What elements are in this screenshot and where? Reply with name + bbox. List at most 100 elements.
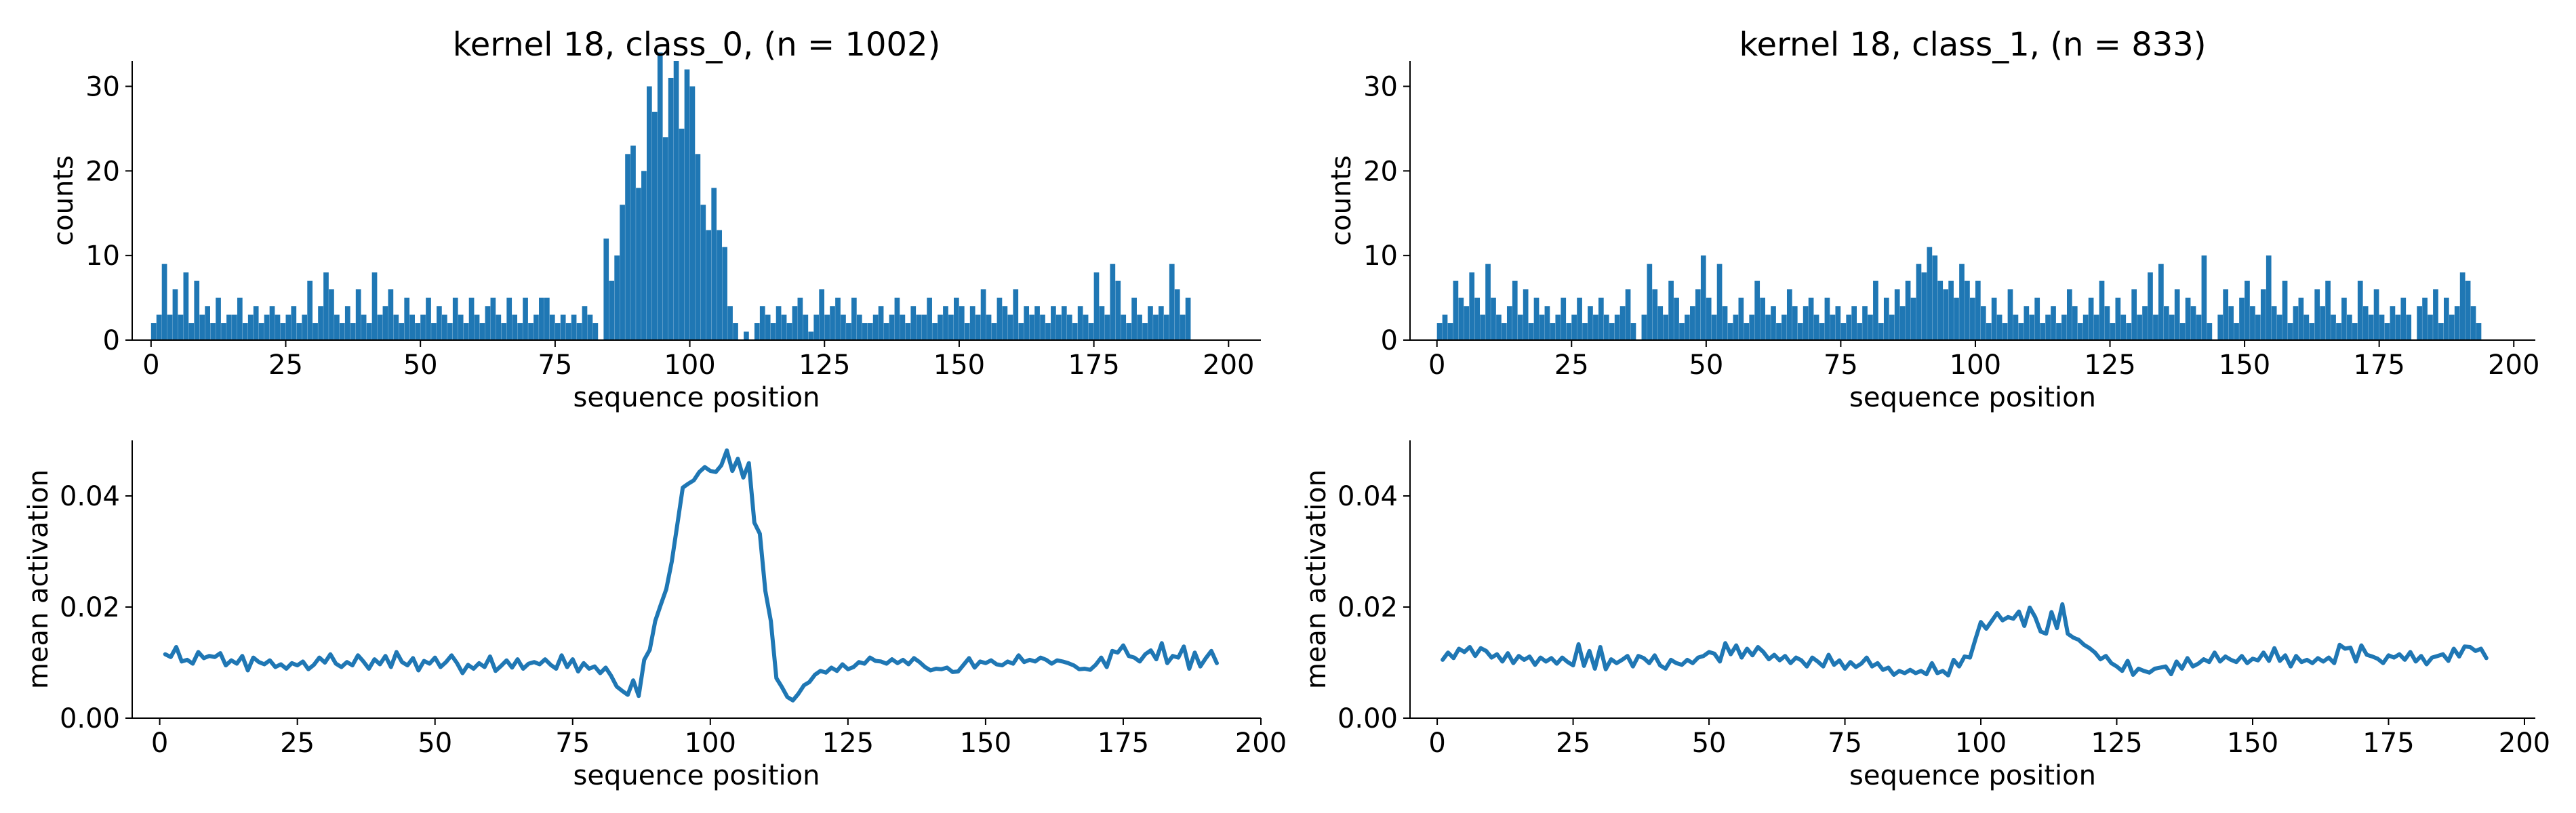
x-tick-label: 100 <box>664 350 715 381</box>
histogram-bar <box>856 314 862 340</box>
histogram-bar <box>1104 314 1110 340</box>
histogram-bar <box>2373 289 2379 340</box>
histogram-bar <box>2293 306 2299 340</box>
histogram-bar <box>1051 306 1056 340</box>
histogram-bar <box>2093 314 2099 340</box>
histogram-bar <box>2347 314 2352 340</box>
histogram-bar <box>534 314 539 340</box>
histogram-bar <box>258 323 264 340</box>
histogram-bar <box>938 314 943 340</box>
histogram-bar <box>679 128 685 340</box>
histogram-bar <box>1873 280 1878 340</box>
histogram-bar <box>1533 297 1539 340</box>
histogram-bar <box>786 323 792 340</box>
histogram-bar <box>630 145 636 340</box>
histogram-bar <box>1916 264 1922 340</box>
histogram-bar <box>2384 323 2390 340</box>
histogram-bar <box>210 323 216 340</box>
histogram-bar <box>1716 264 1723 340</box>
histogram-bar <box>980 289 986 340</box>
histogram-bar <box>1733 314 1739 340</box>
histogram-bar <box>813 314 820 340</box>
histogram-bar <box>948 314 954 340</box>
histogram-bar <box>1469 272 1475 340</box>
y-tick-label: 20 <box>1363 156 1398 187</box>
histogram-bar <box>1927 247 1933 340</box>
histogram-bar <box>2341 297 2347 340</box>
histogram-bar <box>1954 297 1959 340</box>
histogram-bar <box>1722 306 1728 340</box>
histogram-bar <box>361 314 367 340</box>
histogram-bar <box>2303 314 2310 340</box>
x-tick-label: 25 <box>268 350 303 381</box>
histogram-bar <box>399 323 405 340</box>
histogram-bar <box>1024 306 1030 340</box>
histogram-bar <box>646 86 652 341</box>
histogram-bar <box>1458 297 1464 340</box>
histogram-bar <box>722 247 727 340</box>
y-tick-label: 30 <box>1363 71 1398 102</box>
histogram-bar <box>1040 314 1045 340</box>
histogram-bar <box>689 86 696 341</box>
histogram-bar <box>953 297 959 340</box>
histogram-bar <box>1749 314 1755 340</box>
histogram-bar <box>2454 306 2460 340</box>
histogram-bar <box>819 289 825 340</box>
y-axis-label: mean activation <box>23 470 54 689</box>
histogram-bar <box>1711 314 1717 340</box>
histogram-bar <box>2110 323 2116 340</box>
histogram-bar <box>355 289 361 340</box>
histogram-bar <box>1970 297 1975 340</box>
histogram-bar <box>2034 297 2040 340</box>
histogram-bar <box>253 306 259 340</box>
histogram-bar <box>269 306 275 340</box>
histogram-bar <box>2352 323 2358 340</box>
histogram-bar <box>2266 255 2272 340</box>
histogram-bar <box>1899 306 1906 340</box>
histogram-bar <box>1921 272 1927 340</box>
histogram-bar <box>302 314 308 340</box>
histogram-bar <box>1641 314 1647 340</box>
histogram-bar <box>431 323 437 340</box>
x-tick-label: 175 <box>2362 728 2414 759</box>
y-tick-label: 0.00 <box>1337 703 1398 734</box>
histogram-bar <box>2029 314 2035 340</box>
histogram-bar <box>512 314 518 340</box>
x-tick-label: 200 <box>1235 728 1287 759</box>
histogram-bar <box>1700 255 1706 340</box>
x-tick-label: 125 <box>822 728 874 759</box>
histogram-bar <box>1174 289 1180 340</box>
y-tick-label: 0 <box>1381 325 1398 356</box>
histogram-bar <box>603 238 609 340</box>
histogram-bar <box>997 297 1003 340</box>
histogram-bar <box>1695 289 1701 340</box>
x-tick-label: 50 <box>403 350 438 381</box>
histogram-bar <box>1824 297 1830 340</box>
histogram-bar <box>172 289 178 340</box>
x-tick-label: 50 <box>1689 350 1723 381</box>
histogram-bar <box>501 323 507 340</box>
histogram-bar <box>2400 297 2407 340</box>
histogram-bar <box>1835 306 1841 340</box>
histogram-bar <box>803 314 809 340</box>
histogram-bar <box>2072 306 2078 340</box>
x-tick-label: 75 <box>1824 350 1858 381</box>
histogram-bar <box>232 314 237 340</box>
histogram-bar <box>1647 264 1653 340</box>
chart-panel-2: 0 25 50 75 100 125 150 175 200 0.00 0.02 0.04 sequen… <box>23 440 1287 791</box>
histogram-bar <box>1077 306 1083 340</box>
x-tick-label: 25 <box>280 728 315 759</box>
histogram-bar <box>1158 306 1164 340</box>
histogram-bar <box>759 306 765 340</box>
histogram-bar <box>851 297 857 340</box>
histogram-bar <box>706 230 712 340</box>
histogram-bar <box>2018 323 2024 340</box>
histogram-bar <box>862 323 868 340</box>
histogram-bar <box>2056 323 2061 340</box>
x-tick-label: 125 <box>2091 728 2142 759</box>
histogram-bar <box>1517 314 1523 340</box>
histogram-bar <box>490 297 496 340</box>
y-tick-label: 0.02 <box>60 592 120 623</box>
histogram-bar <box>2228 306 2234 340</box>
histogram-bar <box>792 306 798 340</box>
